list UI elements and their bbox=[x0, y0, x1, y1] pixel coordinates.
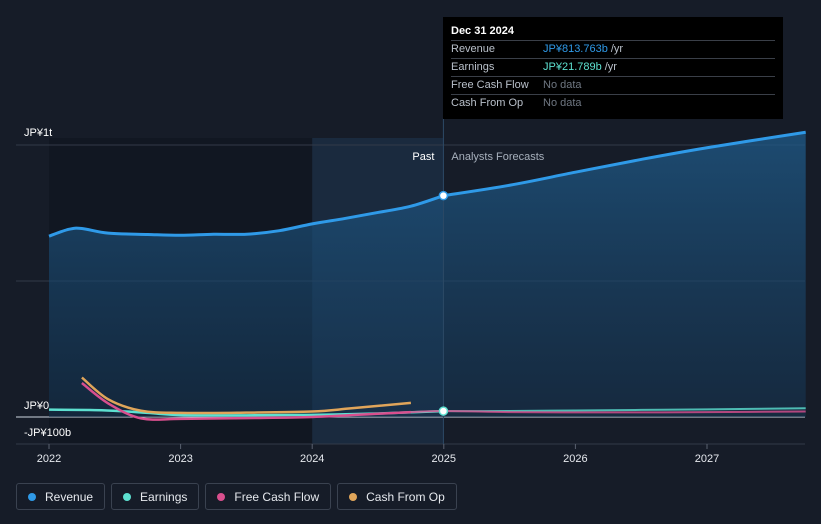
tooltip-row-earnings: Earnings JP¥21.789b/yr bbox=[451, 58, 775, 76]
tooltip-label: Earnings bbox=[451, 61, 495, 73]
earnings-forecast-line bbox=[443, 407, 806, 413]
y-tick-label: JP¥0 bbox=[24, 400, 49, 412]
tooltip-row-cash-from-op: Cash From Op No data bbox=[451, 94, 775, 112]
legend-item-cash-from-op[interactable]: Cash From Op bbox=[337, 483, 457, 510]
legend-item-free-cash-flow[interactable]: Free Cash Flow bbox=[205, 483, 332, 510]
legend-dot-icon bbox=[123, 492, 132, 501]
earnings-marker bbox=[438, 406, 449, 416]
revenue-area bbox=[49, 132, 806, 417]
revenue-past-line bbox=[48, 194, 444, 238]
tooltip-value: No data bbox=[543, 79, 582, 91]
x-tick-label: 2025 bbox=[432, 453, 456, 465]
tooltip-date: Dec 31 2024 bbox=[451, 25, 514, 37]
tooltip-value: JP¥21.789b bbox=[543, 61, 602, 73]
tooltip-label: Free Cash Flow bbox=[451, 79, 529, 91]
y-tick-label: -JP¥100b bbox=[24, 427, 71, 439]
free-cash-flow-past-line bbox=[81, 382, 411, 421]
x-tick-label: 2024 bbox=[300, 453, 324, 465]
legend-dot-icon bbox=[217, 492, 226, 501]
forecast-label: Analysts Forecasts bbox=[451, 151, 544, 163]
legend-item-earnings[interactable]: Earnings bbox=[111, 483, 200, 510]
legend-label: Cash From Op bbox=[366, 489, 445, 504]
tooltip-label: Revenue bbox=[451, 43, 496, 55]
revenue-forecast-line bbox=[443, 130, 806, 198]
legend-dot-icon bbox=[349, 492, 358, 501]
legend-label: Revenue bbox=[45, 489, 94, 504]
tooltip-value: JP¥813.763b bbox=[543, 43, 608, 55]
tooltip-row-free-cash-flow: Free Cash Flow No data bbox=[451, 76, 775, 94]
past-label: Past bbox=[412, 151, 434, 163]
x-tick-label: 2022 bbox=[37, 453, 61, 465]
data-tooltip: Dec 31 2024 Revenue JP¥813.763b/yr Earni… bbox=[443, 17, 783, 119]
tooltip-unit: /yr bbox=[610, 43, 624, 55]
cash-from-op-past-line bbox=[81, 376, 412, 415]
legend-label: Earnings bbox=[140, 489, 188, 504]
x-tick-label: 2026 bbox=[563, 453, 587, 465]
legend-item-revenue[interactable]: Revenue bbox=[16, 483, 106, 510]
chart-legend: Revenue Earnings Free Cash Flow Cash Fro… bbox=[16, 483, 457, 510]
y-tick-label: JP¥1t bbox=[24, 127, 52, 139]
legend-dot-icon bbox=[28, 492, 36, 501]
legend-label: Free Cash Flow bbox=[234, 489, 320, 504]
tooltip-unit: /yr bbox=[604, 61, 617, 73]
revenue-marker bbox=[438, 190, 449, 201]
tooltip-value: No data bbox=[543, 97, 582, 109]
x-tick-label: 2023 bbox=[168, 453, 192, 465]
tooltip-label: Cash From Op bbox=[451, 97, 524, 109]
tooltip-row-revenue: Revenue JP¥813.763b/yr bbox=[451, 40, 775, 58]
x-tick-label: 2027 bbox=[695, 453, 719, 465]
